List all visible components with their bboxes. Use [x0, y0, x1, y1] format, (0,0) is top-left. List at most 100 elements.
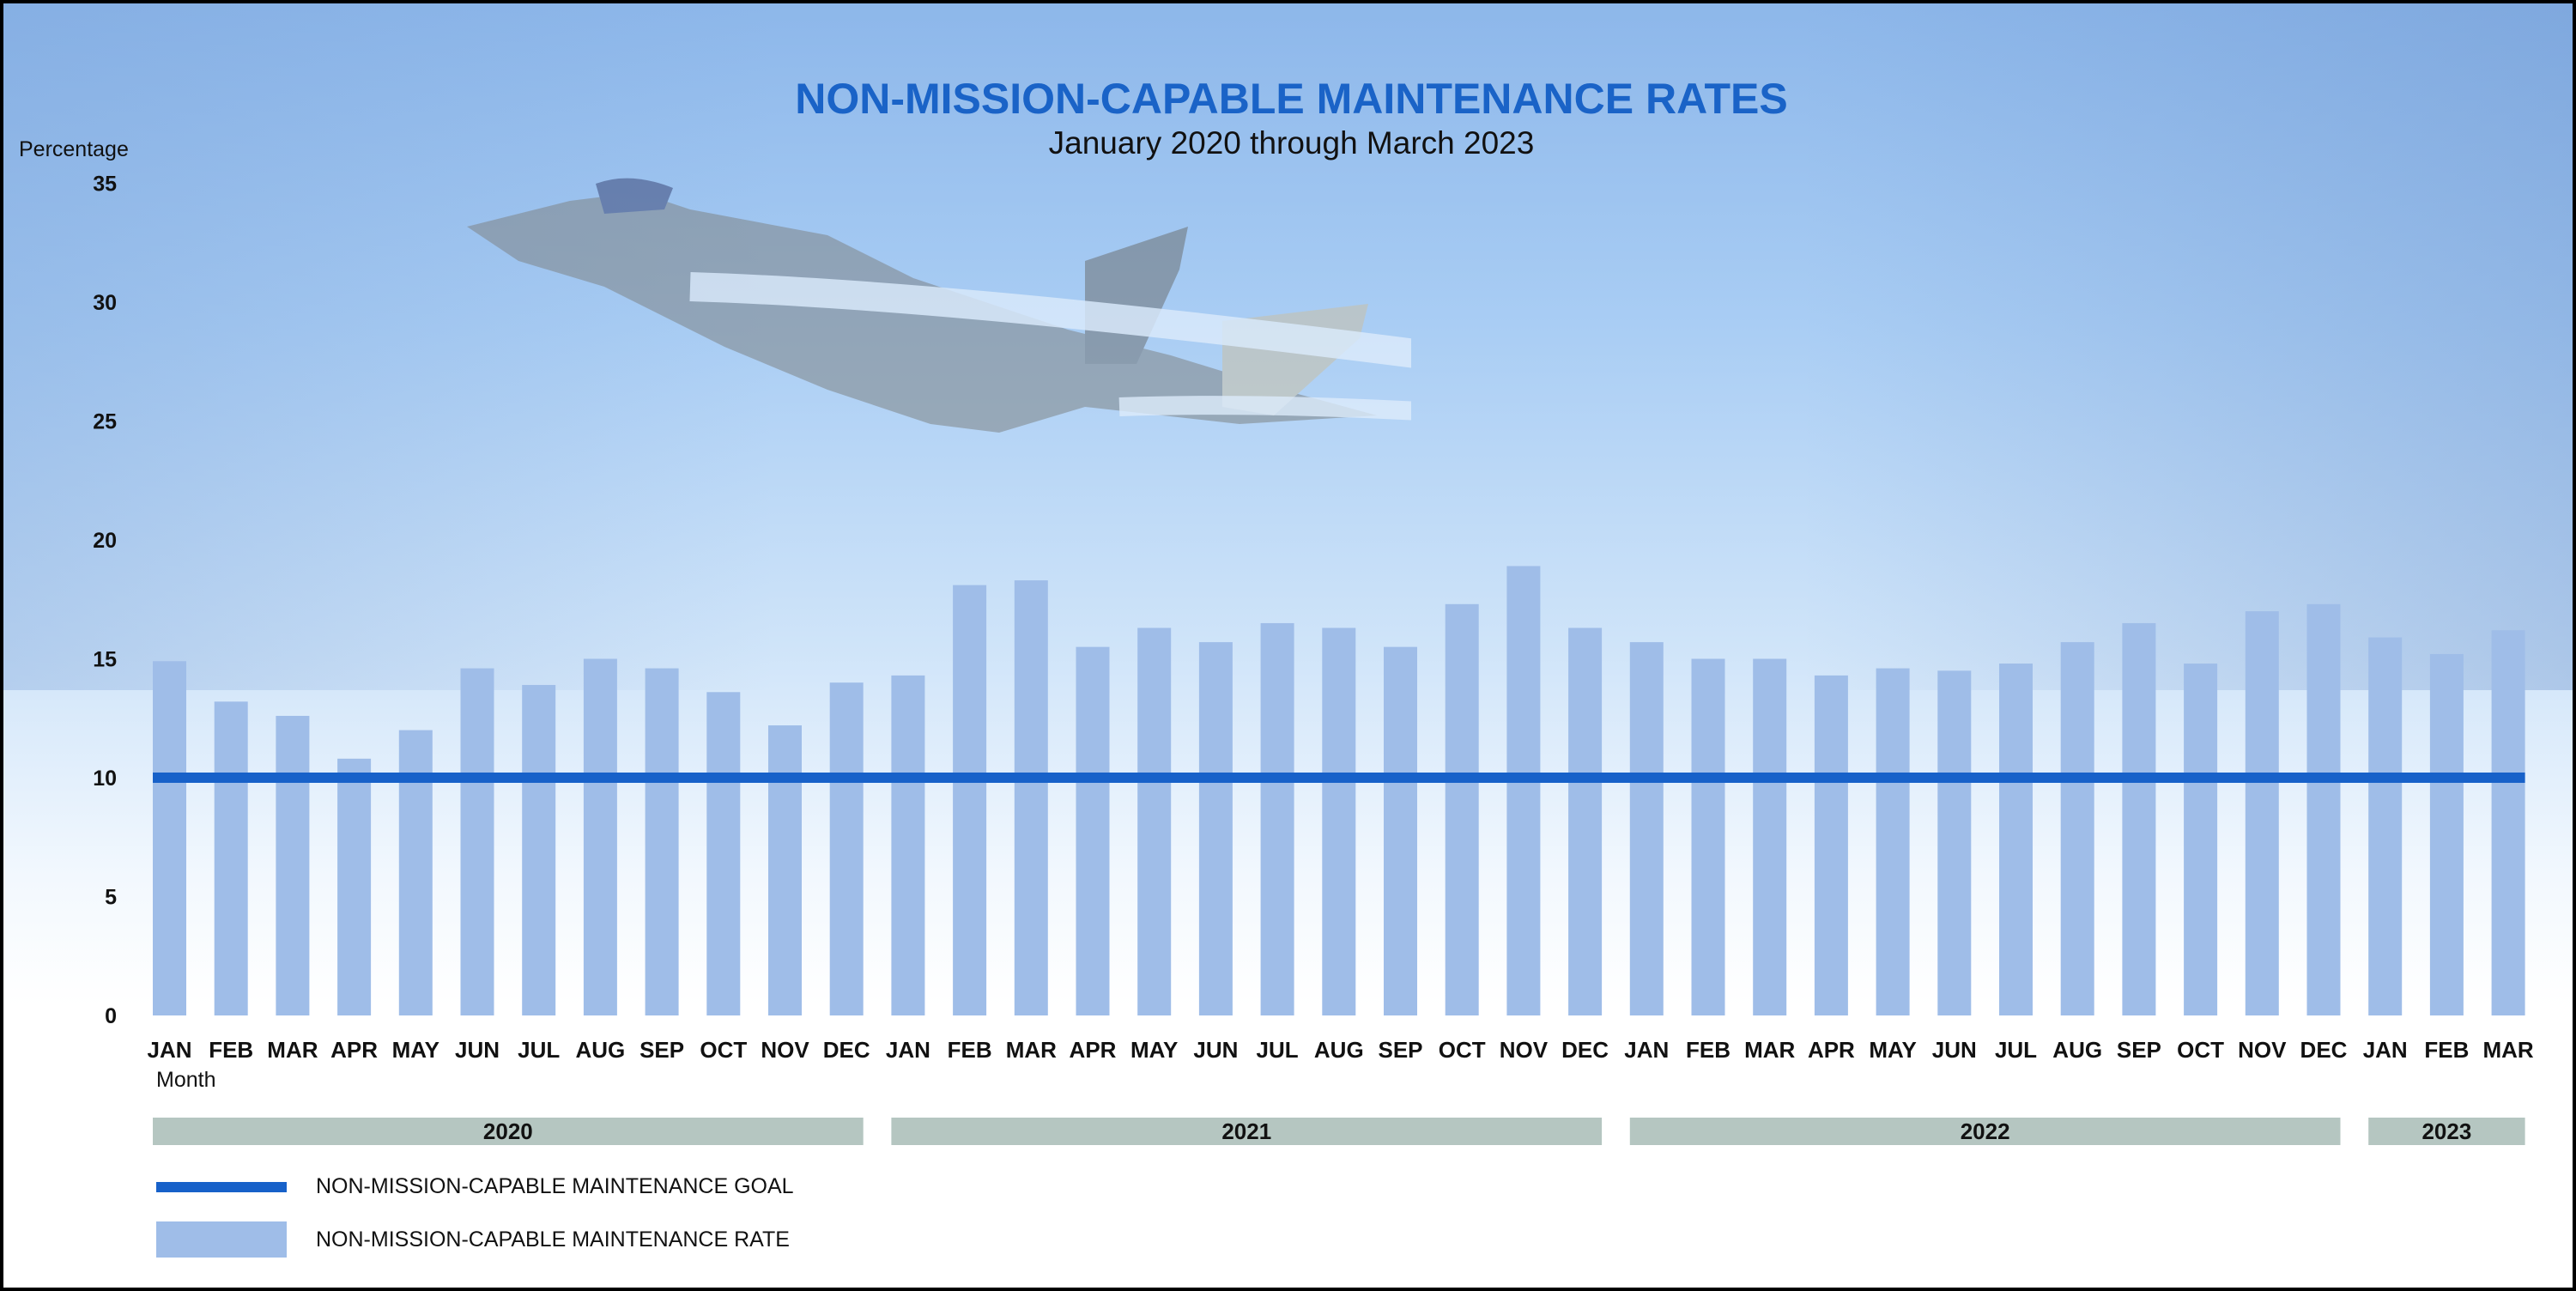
bar: [1260, 622, 1294, 1015]
bar: [706, 692, 741, 1015]
x-tick-label: MAR: [2482, 1037, 2533, 1063]
bar: [1999, 664, 2033, 1015]
x-tick-label: SEP: [2117, 1037, 2161, 1063]
legend-line-swatch: [156, 1181, 287, 1192]
y-tick-label: 0: [105, 1004, 117, 1028]
x-axis-label: Month: [156, 1068, 216, 1092]
legend-bar-swatch: [156, 1221, 287, 1258]
y-tick-label: 35: [93, 173, 117, 197]
x-tick-label: JAN: [886, 1037, 930, 1063]
bar: [1014, 580, 1048, 1015]
x-tick-label: FEB: [948, 1037, 992, 1063]
x-tick-label: FEB: [1686, 1037, 1730, 1063]
y-tick-label: 20: [93, 529, 117, 553]
year-label: 2020: [483, 1118, 533, 1144]
x-tick-label: NOV: [1500, 1037, 1549, 1063]
x-tick-label: OCT: [1439, 1037, 1486, 1063]
bar: [153, 661, 186, 1015]
bar: [829, 682, 864, 1015]
x-tick-label: JAN: [147, 1037, 191, 1063]
y-tick-label: 10: [93, 767, 117, 791]
x-tick-label: JUN: [1932, 1037, 1977, 1063]
x-tick-label: SEP: [639, 1037, 684, 1063]
x-tick-label: JAN: [2363, 1037, 2408, 1063]
x-tick-label: OCT: [700, 1037, 747, 1063]
year-band: [2368, 1118, 2525, 1145]
bar: [1506, 566, 1541, 1015]
x-tick-label: MAR: [1006, 1037, 1057, 1063]
y-axis-label: Percentage: [19, 137, 129, 161]
x-tick-label: MAR: [1744, 1037, 1795, 1063]
bar: [2122, 622, 2156, 1015]
bar: [460, 668, 494, 1015]
bar: [1445, 603, 1479, 1015]
x-tick-label: SEP: [1378, 1037, 1422, 1063]
x-tick-label: JUN: [1193, 1037, 1238, 1063]
bar: [583, 658, 617, 1015]
bar: [1384, 646, 1417, 1015]
x-tick-label: OCT: [2177, 1037, 2224, 1063]
x-tick-label: JAN: [1624, 1037, 1669, 1063]
year-band: [1629, 1118, 2341, 1145]
bar: [645, 668, 679, 1015]
x-tick-label: JUL: [1257, 1037, 1299, 1063]
legend-label-goal: NON-MISSION-CAPABLE MAINTENANCE GOAL: [316, 1174, 794, 1198]
bar: [2491, 630, 2525, 1015]
legend-item-rate: NON-MISSION-CAPABLE MAINTENANCE RATE: [156, 1221, 790, 1258]
x-tick-label: MAR: [267, 1037, 318, 1063]
bar: [1629, 642, 1664, 1015]
legend-label-rate: NON-MISSION-CAPABLE MAINTENANCE RATE: [316, 1227, 790, 1252]
x-tick-label: FEB: [209, 1037, 253, 1063]
x-tick-label: DEC: [2300, 1037, 2348, 1063]
year-label: 2022: [1961, 1118, 2010, 1144]
bar: [1137, 627, 1172, 1015]
legend-item-goal: NON-MISSION-CAPABLE MAINTENANCE GOAL: [156, 1174, 794, 1199]
x-tick-label: FEB: [2424, 1037, 2469, 1063]
bar: [768, 725, 802, 1015]
y-tick-label: 15: [93, 648, 117, 672]
bar: [337, 758, 372, 1015]
bar: [1076, 646, 1110, 1015]
x-tick-label: JUN: [455, 1037, 500, 1063]
year-band: [153, 1118, 864, 1145]
x-tick-label: JUL: [518, 1037, 560, 1063]
bar: [1876, 668, 1910, 1015]
x-tick-label: AUG: [2052, 1037, 2102, 1063]
bar: [2184, 664, 2218, 1015]
goal-line: [153, 773, 2525, 783]
bar: [276, 715, 310, 1015]
bar: [891, 675, 925, 1015]
year-label: 2023: [2421, 1118, 2471, 1144]
x-tick-label: APR: [330, 1037, 378, 1063]
bar: [2060, 642, 2094, 1015]
bar: [1198, 642, 1233, 1015]
y-tick-label: 30: [93, 291, 117, 315]
x-tick-label: APR: [1808, 1037, 1855, 1063]
f-35-jet-icon: [467, 178, 1411, 433]
x-tick-label: AUG: [576, 1037, 626, 1063]
bar: [1568, 627, 1603, 1015]
x-tick-label: JUL: [1995, 1037, 2037, 1063]
x-tick-label: MAY: [1869, 1037, 1916, 1063]
bar: [2368, 637, 2403, 1015]
x-tick-label: DEC: [823, 1037, 870, 1063]
bar: [1937, 670, 1972, 1015]
chart-title: NON-MISSION-CAPABLE MAINTENANCE RATES: [795, 75, 1788, 123]
bar: [214, 701, 248, 1015]
bar: [1322, 627, 1356, 1015]
bar: [2306, 603, 2341, 1015]
bar: [522, 684, 556, 1015]
chart-subtitle: January 2020 through March 2023: [1048, 125, 1535, 161]
y-tick-label: 25: [93, 410, 117, 434]
x-tick-label: MAY: [1130, 1037, 1178, 1063]
bar: [1691, 658, 1725, 1015]
x-tick-label: NOV: [2238, 1037, 2287, 1063]
bar: [2429, 653, 2464, 1015]
x-tick-label: DEC: [1561, 1037, 1609, 1063]
x-tick-label: APR: [1070, 1037, 1117, 1063]
bar: [2245, 611, 2279, 1015]
x-tick-label: MAY: [392, 1037, 439, 1063]
year-label: 2021: [1221, 1118, 1271, 1144]
year-band: [891, 1118, 1603, 1145]
